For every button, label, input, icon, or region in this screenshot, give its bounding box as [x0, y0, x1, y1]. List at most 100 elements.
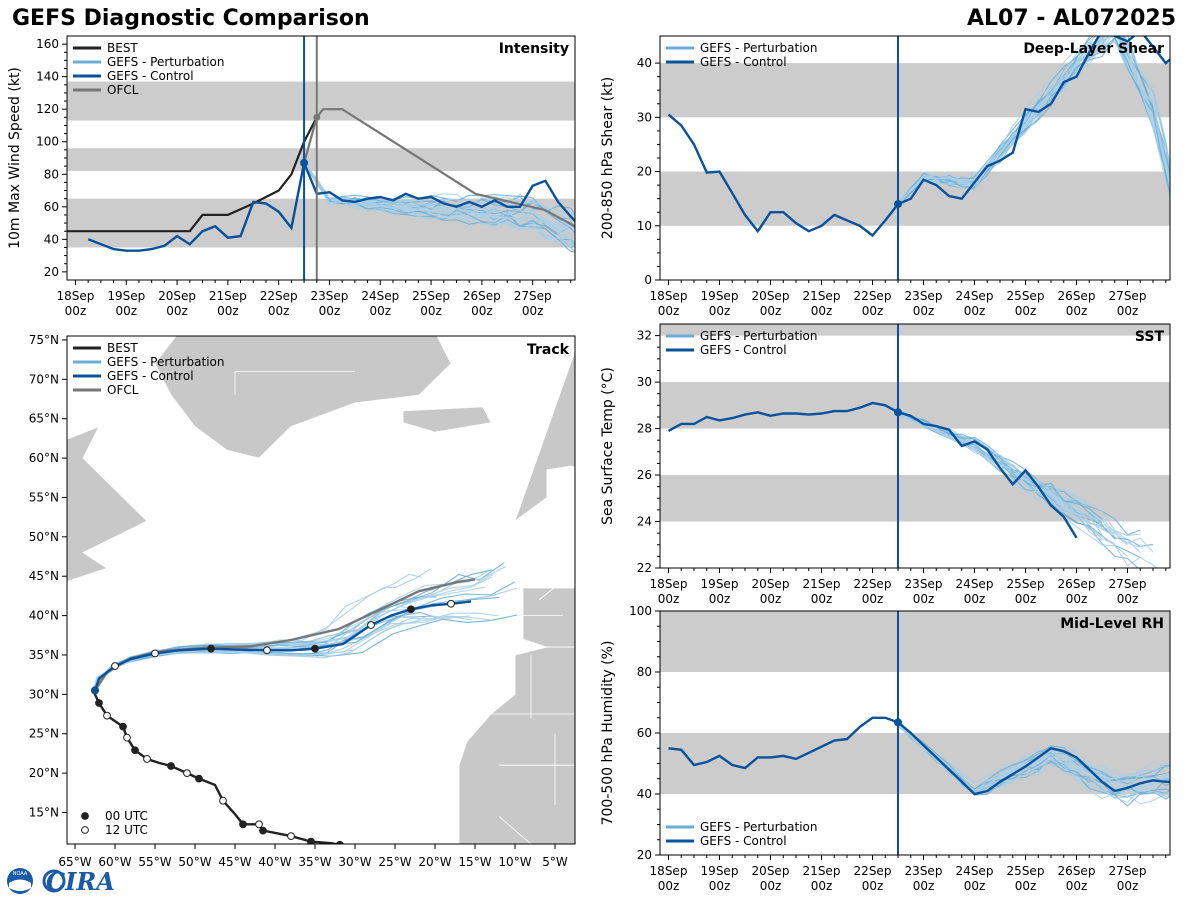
x-tick-label: 18Sep — [650, 577, 688, 591]
x-tick-label: 00z — [709, 879, 731, 893]
x-tick-label: 00z — [369, 304, 391, 318]
lat-tick-label: 15°N — [29, 805, 59, 819]
perturbation-member — [897, 36, 1170, 207]
map-area — [67, 336, 575, 844]
x-tick-label: 19Sep — [701, 577, 739, 591]
perturbation-member — [897, 721, 1170, 790]
x-tick-label: 00z — [522, 304, 544, 318]
lon-tick-label: 55°W — [138, 855, 171, 869]
iceland-land — [402, 406, 492, 433]
x-tick-label: 00z — [964, 304, 986, 318]
panel-shear: 01020304018Sep00z19Sep00z20Sep00z21Sep00… — [600, 35, 1171, 318]
perturbation-member — [897, 413, 1103, 535]
lon-tick-label: 20°W — [418, 855, 451, 869]
x-tick-label: 23Sep — [905, 864, 943, 878]
x-tick-label: 26Sep — [1058, 289, 1096, 303]
y-axis-label: 700-500 hPa Humidity (%) — [600, 641, 616, 826]
x-tick-label: 00z — [217, 304, 239, 318]
panel-sst: 22242628303218Sep00z19Sep00z20Sep00z21Se… — [600, 323, 1171, 606]
legend-label: GEFS - Control — [700, 55, 787, 69]
y-tick-label: 60 — [44, 200, 59, 214]
lon-tick-label: 15°W — [458, 855, 491, 869]
shaded-band — [67, 81, 575, 121]
y-tick-label: 60 — [637, 726, 652, 740]
y-tick-label: 20 — [637, 165, 652, 179]
y-tick-label: 100 — [36, 135, 59, 149]
y-tick-label: 140 — [36, 70, 59, 84]
x-tick-label: 00z — [913, 304, 935, 318]
legend-label: GEFS - Perturbation — [107, 355, 224, 369]
x-tick-label: 00z — [964, 592, 986, 606]
x-tick-label: 22Sep — [260, 289, 298, 303]
x-tick-label: 00z — [1066, 304, 1088, 318]
x-tick-label: 24Sep — [956, 577, 994, 591]
perturbation-track — [92, 586, 486, 691]
x-tick-label: 18Sep — [57, 289, 95, 303]
perturbation-track — [92, 562, 505, 692]
best-line — [67, 116, 318, 233]
perturbation-track — [95, 614, 470, 690]
legend-label: GEFS - Control — [700, 834, 787, 848]
shaded-band — [660, 324, 1170, 336]
x-tick-label: 21Sep — [803, 864, 841, 878]
lat-tick-label: 65°N — [29, 412, 59, 426]
lon-tick-label: 10°W — [498, 855, 531, 869]
x-tick-label: 27Sep — [514, 289, 552, 303]
legend-label: GEFS - Control — [107, 369, 194, 383]
panel-title: Track — [527, 342, 570, 358]
x-tick-label: 20Sep — [752, 577, 790, 591]
y-tick-label: 20 — [637, 848, 652, 862]
legend-label: GEFS - Perturbation — [107, 55, 224, 69]
x-tick-label: 00z — [420, 304, 442, 318]
lat-tick-label: 70°N — [29, 372, 59, 386]
y-tick-label: 24 — [637, 515, 652, 529]
x-tick-label: 00z — [115, 304, 137, 318]
lon-tick-label: 50°W — [178, 855, 211, 869]
perturbation-member — [897, 410, 1139, 568]
x-tick-label: 19Sep — [107, 289, 145, 303]
x-tick-label: 25Sep — [1007, 577, 1045, 591]
best-track-point — [103, 711, 111, 720]
y-tick-label: 40 — [637, 787, 652, 801]
logos: NOAA CIRA — [7, 867, 115, 896]
canada-land — [67, 425, 148, 582]
plot-frame — [659, 323, 1171, 569]
init-point — [894, 200, 902, 209]
x-tick-label: 00z — [1066, 879, 1088, 893]
lat-tick-label: 20°N — [29, 766, 59, 780]
x-tick-label: 00z — [1117, 304, 1139, 318]
best-track-point — [143, 755, 151, 763]
legend-label: GEFS - Control — [107, 69, 194, 83]
control-track-point — [311, 644, 319, 653]
x-tick-label: 22Sep — [854, 289, 892, 303]
x-tick-label: 00z — [65, 304, 87, 318]
lon-tick-label: 25°W — [378, 855, 411, 869]
y-axis-label: 200-850 hPa Shear (kt) — [600, 77, 616, 239]
plot-area — [660, 36, 1170, 238]
x-tick-label: 26Sep — [1058, 864, 1096, 878]
lat-tick-label: 40°N — [29, 609, 59, 623]
x-tick-label: 24Sep — [956, 864, 994, 878]
x-tick-label: 00z — [862, 592, 884, 606]
greenland-land — [154, 336, 452, 459]
init-position-point — [91, 686, 99, 695]
control-line — [87, 158, 575, 252]
perturbation-member — [897, 410, 1158, 568]
x-tick-label: 18Sep — [650, 289, 688, 303]
shaded-band — [660, 63, 1170, 118]
x-tick-label: 00z — [811, 592, 833, 606]
country-border — [498, 816, 532, 844]
y-tick-label: 120 — [36, 102, 59, 116]
best-track-point — [131, 746, 139, 755]
africa-land — [458, 646, 575, 844]
y-tick-label: 10 — [637, 219, 652, 233]
y-tick-label: 22 — [637, 561, 652, 575]
map-frame — [66, 335, 576, 845]
plot-area — [67, 81, 575, 254]
x-tick-label: 20Sep — [752, 864, 790, 878]
x-tick-label: 00z — [760, 879, 782, 893]
best-track-point — [167, 762, 175, 770]
best-track-point — [335, 840, 344, 844]
lon-tick-label: 60°W — [98, 855, 131, 869]
